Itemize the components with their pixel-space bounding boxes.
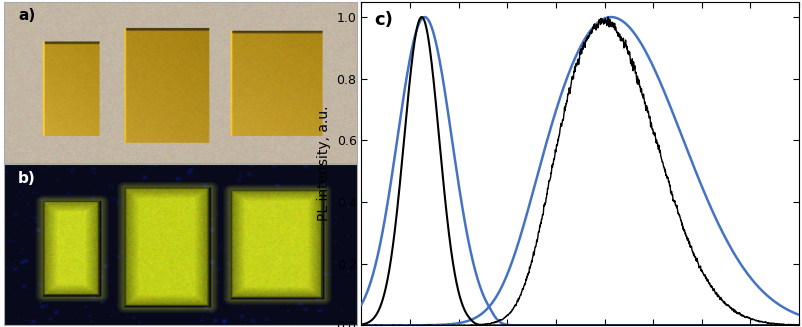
- Text: b): b): [18, 171, 36, 186]
- Text: c): c): [374, 11, 393, 29]
- Text: a): a): [18, 8, 35, 23]
- Y-axis label: PL intensity, a.u.: PL intensity, a.u.: [317, 106, 330, 221]
